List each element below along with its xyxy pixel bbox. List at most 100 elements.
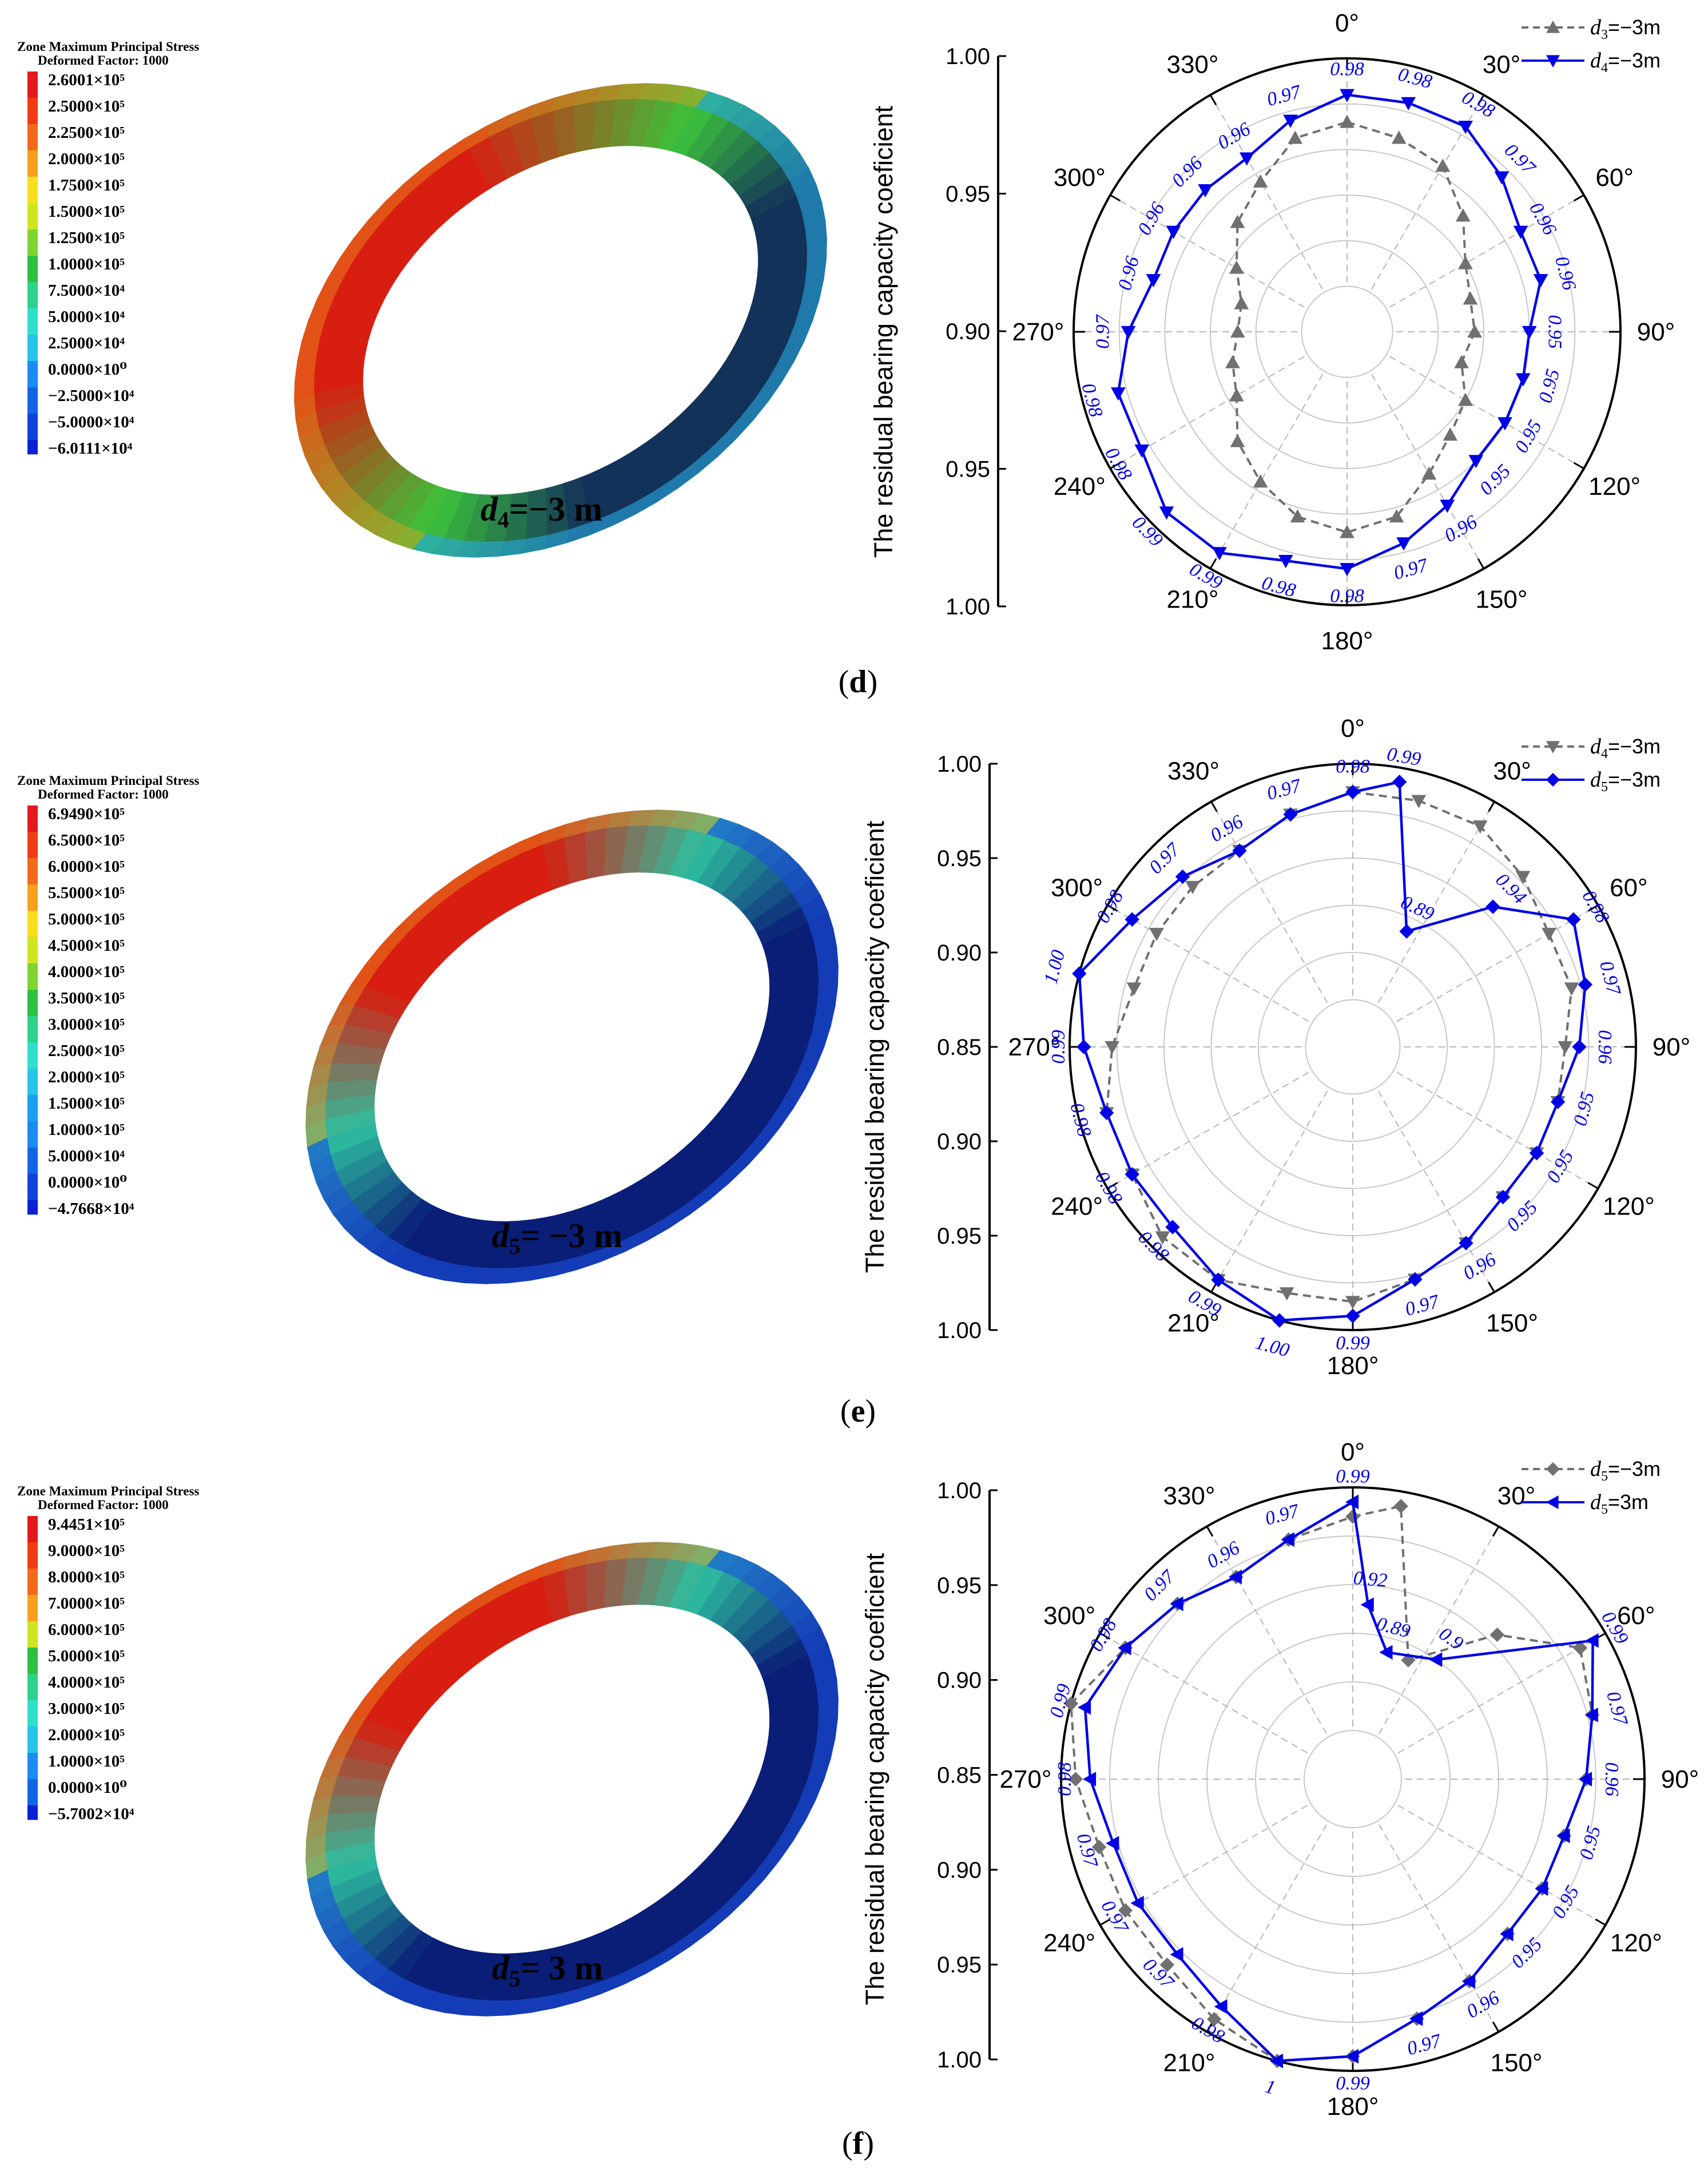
data-label: 0.98	[1578, 887, 1613, 927]
deformed-ring	[305, 1542, 839, 2017]
legend-swatch	[27, 256, 38, 282]
data-label: 0.95	[1544, 315, 1566, 349]
data-point	[1459, 1236, 1473, 1251]
angle-tick	[1492, 1526, 1500, 1537]
data-point	[1513, 225, 1528, 239]
legend-swatch	[27, 1042, 38, 1069]
legend-rest: =−3m	[1608, 49, 1661, 72]
data-label: 0.99	[1128, 512, 1167, 551]
legend-swatch	[27, 1069, 38, 1095]
legend-value: 6.9490×10⁵	[48, 805, 125, 823]
angle-tick	[1099, 1918, 1111, 1926]
deformed-ring	[294, 83, 827, 558]
data-point	[1584, 1707, 1598, 1722]
grid-spoke	[1206, 1526, 1327, 1734]
legend-swatch	[27, 124, 38, 150]
data-point	[1232, 843, 1247, 858]
ring-outer-segment	[769, 138, 800, 167]
grid-spoke	[1398, 1805, 1606, 1926]
legend-marker	[1546, 773, 1560, 787]
legend-marker	[1546, 55, 1560, 68]
legend-swatch	[27, 990, 38, 1016]
data-point	[1578, 977, 1593, 992]
series-1: 0.990.920.89 0.9 0.990.970.960.950.950.950…	[1046, 1466, 1632, 2099]
legend-value: 5.5000×10⁵	[48, 884, 125, 902]
data-point	[1498, 417, 1512, 431]
angle-tick	[1477, 94, 1485, 106]
data-point	[1467, 324, 1482, 338]
grid-spoke	[1371, 374, 1484, 569]
legend-var: d	[1590, 1457, 1602, 1481]
legend-value: −5.0000×10⁴	[48, 413, 134, 431]
angle-label: 60°	[1617, 1602, 1655, 1630]
data-point	[1515, 373, 1531, 387]
data-label: 0.89	[1397, 891, 1437, 925]
data-point	[1345, 1494, 1359, 1510]
legend-value: 4.0000×10⁵	[48, 1673, 125, 1692]
legend-label: d5=−3m	[1590, 1457, 1661, 1484]
data-point	[1068, 1772, 1083, 1787]
legend-title: Zone Maximum Principal Stress	[17, 773, 199, 788]
angle-label: 300°	[1051, 874, 1103, 902]
angle-label: 30°	[1483, 50, 1521, 78]
angle-tick	[1209, 558, 1217, 569]
data-label: 0.98	[1188, 2013, 1228, 2048]
ring-label: d5= −3 m	[492, 1217, 622, 1259]
legend-value: 1.5000×10⁵	[48, 1094, 125, 1113]
data-point	[1401, 1653, 1416, 1668]
legend-swatch	[27, 911, 38, 937]
data-label: 0.95	[1570, 1090, 1599, 1128]
grid-spoke	[1110, 195, 1305, 308]
legend-swatch	[27, 1121, 38, 1148]
angle-label: 0°	[1341, 1438, 1365, 1466]
data-point	[1225, 355, 1240, 368]
data-point	[1253, 474, 1268, 488]
legend-value: 1.0000×10⁵	[48, 1752, 125, 1771]
legend-marker	[1546, 21, 1560, 33]
data-point	[1230, 434, 1245, 447]
data-label: 0.97	[1145, 838, 1185, 878]
legend-value: 2.5000×10⁵	[48, 97, 125, 116]
y-tick-label: 1.00	[937, 1318, 982, 1343]
data-point	[1443, 427, 1458, 441]
angle-label: 210°	[1163, 2049, 1215, 2077]
data-point	[1278, 555, 1293, 569]
data-point	[1253, 174, 1268, 188]
grid-spoke	[1206, 1824, 1327, 2033]
legend-value: 3.0000×10⁵	[48, 1015, 125, 1034]
legend-swatch	[27, 335, 38, 361]
data-label: 0.97	[1595, 959, 1625, 998]
data-point	[1239, 152, 1254, 166]
angle-label: 30°	[1493, 757, 1531, 785]
ring-label-var: d	[492, 1949, 510, 1987]
polar-chart: 0° 30° 60° 90° 120° 150° 180° 210° 240° 270° 300° 3…	[869, 9, 1675, 655]
data-point	[1495, 1189, 1511, 1205]
data-point	[1556, 1828, 1570, 1843]
angle-tick	[1209, 94, 1217, 106]
angle-tick	[1110, 462, 1121, 470]
data-label: 0.98	[1101, 444, 1136, 484]
legend-swatch	[27, 1148, 38, 1174]
angle-label: 0°	[1335, 9, 1359, 37]
legend-swatch	[27, 1805, 38, 1820]
angle-label: 240°	[1054, 473, 1106, 501]
data-point	[1435, 158, 1451, 172]
angle-label: 150°	[1486, 1309, 1538, 1337]
legend-value: 5.0000×10⁵	[48, 1647, 125, 1665]
data-label: 0.97	[1263, 1500, 1302, 1530]
data-point	[1146, 274, 1161, 288]
data-point	[1283, 114, 1298, 128]
y-tick-label: 0.95	[946, 457, 990, 482]
data-point	[1230, 324, 1245, 338]
legend-rest: =−3m	[1608, 15, 1661, 39]
data-label: 0.98	[1336, 756, 1370, 777]
data-label: 0.96	[1594, 1030, 1615, 1064]
data-point	[1458, 121, 1473, 134]
ring-outer-segment	[781, 865, 812, 894]
angle-label: 330°	[1166, 50, 1218, 78]
